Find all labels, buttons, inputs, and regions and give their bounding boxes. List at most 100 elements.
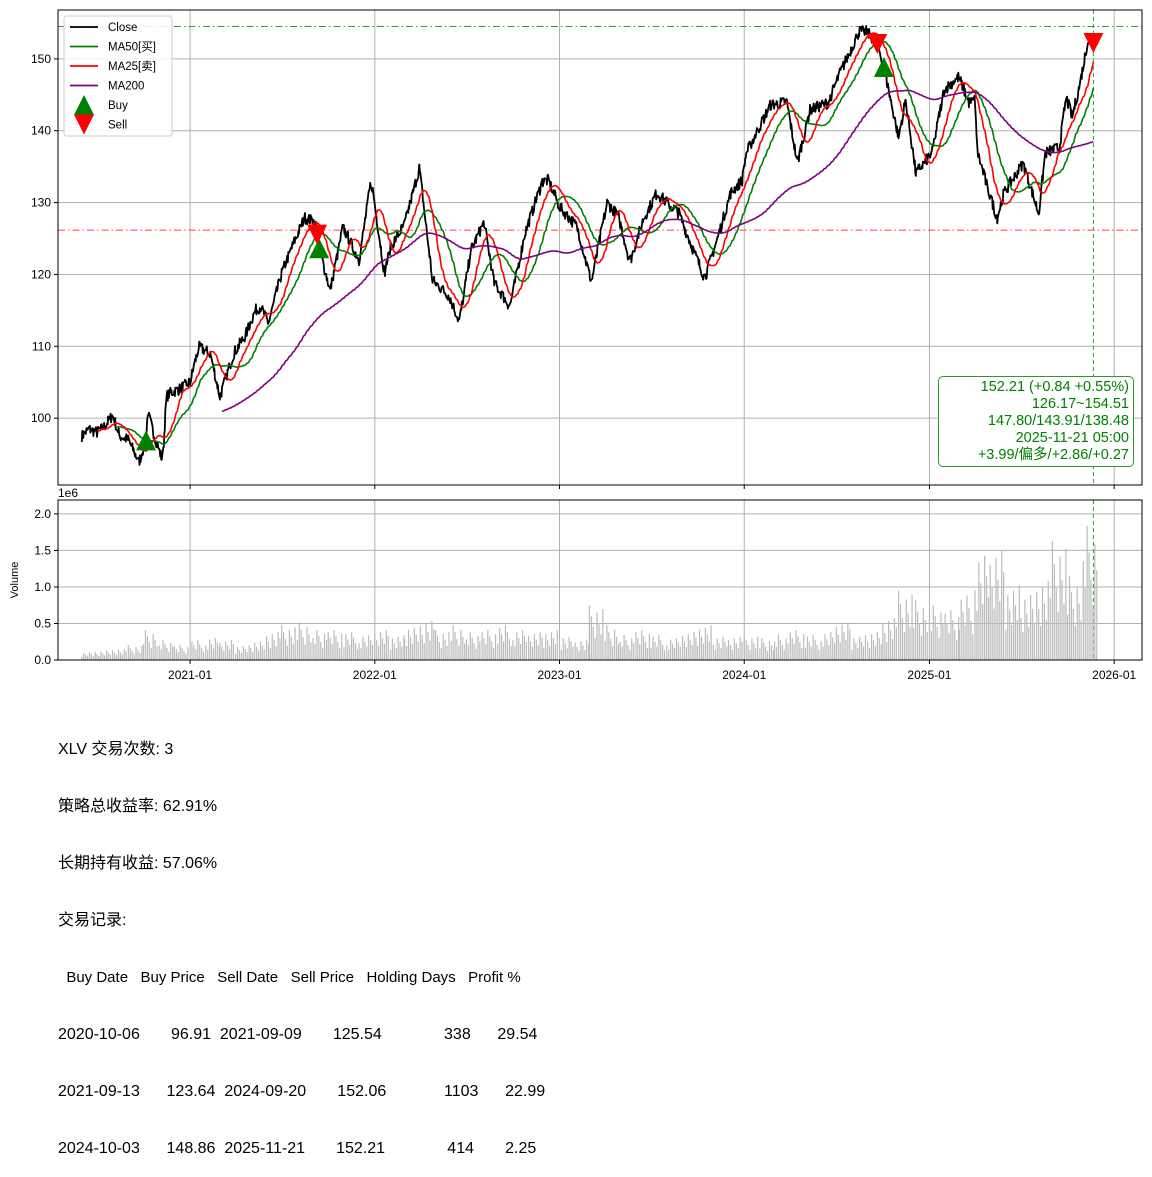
volume-bar: [972, 633, 974, 660]
legend-label: MA25[卖]: [108, 60, 156, 73]
volume-bar: [371, 645, 374, 660]
volume-bar: [818, 649, 820, 660]
volume-bar: [347, 639, 349, 660]
volume-bar: [726, 646, 728, 660]
volume-bar: [150, 647, 152, 660]
volume-bar: [438, 642, 440, 660]
volume-bar: [698, 629, 701, 660]
volume-bar: [246, 652, 248, 660]
volume-bar: [316, 630, 318, 660]
info-line-mas: 147.80/143.91/138.48: [987, 413, 1129, 429]
volume-bar: [767, 651, 769, 660]
volume-bar: [269, 647, 271, 660]
volume-bar: [751, 638, 753, 660]
price-ytick-label: 110: [32, 339, 51, 353]
volume-bar: [401, 646, 403, 660]
volume-bar: [580, 641, 582, 660]
volume-bar: [693, 632, 695, 660]
volume-bar: [1072, 609, 1074, 660]
volume-bar: [413, 627, 415, 660]
volume-bar: [96, 654, 98, 660]
volume-bar: [859, 636, 861, 660]
volume-bar: [450, 641, 452, 660]
volume-bar: [598, 623, 600, 660]
volume-bar: [199, 644, 201, 660]
volume-bar: [997, 579, 999, 660]
volume-ytick-label: 1.5: [34, 543, 51, 557]
volume-bar: [405, 645, 408, 660]
volume-bar: [777, 635, 780, 660]
volume-bar: [799, 642, 801, 660]
volume-bar: [273, 640, 275, 660]
volume-bar: [202, 651, 205, 660]
volume-bar: [773, 641, 776, 660]
volume-bar: [747, 645, 749, 660]
volume-bar: [886, 641, 888, 660]
volume-bar: [891, 638, 894, 660]
volume-bar: [911, 595, 913, 660]
volume-bar: [1016, 620, 1019, 660]
volume-bar: [928, 619, 931, 660]
volume-bar: [554, 644, 556, 660]
volume-bar: [621, 646, 623, 660]
volume-bar: [172, 646, 174, 660]
volume-bar: [397, 636, 399, 660]
volume-xtick-label: 2024-01: [722, 668, 766, 682]
volume-bar: [254, 642, 256, 660]
volume-bar: [903, 631, 905, 660]
volume-bar: [876, 632, 878, 660]
volume-bar: [869, 647, 871, 660]
volume-offset-text: 1e6: [58, 486, 78, 500]
table-header: Buy Date Buy Price Sell Date Sell Price …: [58, 969, 521, 986]
volume-bar: [586, 639, 588, 660]
volume-bar: [895, 627, 897, 660]
volume-bar: [187, 647, 189, 660]
volume-bar: [407, 629, 410, 660]
volume-bar: [362, 636, 364, 660]
volume-bar: [244, 649, 246, 660]
volume-bar: [641, 630, 643, 660]
volume-bar: [1055, 588, 1057, 660]
volume-bar: [880, 644, 882, 660]
volume-bar: [281, 625, 283, 660]
volume-bar: [352, 637, 355, 660]
volume-bar: [228, 649, 231, 660]
volume-bar: [1088, 552, 1090, 660]
volume-bar: [954, 630, 956, 660]
volume-bar: [283, 632, 285, 660]
volume-bar: [985, 576, 988, 660]
volume-bar: [884, 633, 886, 660]
legend-label: Close: [108, 22, 137, 34]
volume-bar: [456, 639, 458, 660]
volume-bar: [938, 637, 940, 660]
volume-bar: [1047, 581, 1049, 660]
volume-bar: [351, 632, 353, 660]
volume-bar: [166, 648, 168, 660]
volume-bar: [195, 649, 197, 660]
volume-bar: [801, 647, 803, 660]
volume-bar: [481, 632, 483, 660]
volume-bar: [654, 641, 656, 660]
volume-bar: [646, 647, 649, 660]
volume-bar: [385, 630, 387, 660]
volume-bar: [288, 629, 290, 660]
volume-bar: [1026, 613, 1028, 660]
volume-xtick-label: 2021-01: [168, 668, 212, 682]
volume-bar: [834, 643, 836, 660]
volume-bar: [791, 638, 793, 660]
volume-bar: [312, 638, 314, 660]
volume-bar: [689, 639, 691, 660]
volume-bar: [592, 627, 594, 660]
volume-bar: [1018, 585, 1020, 660]
volume-bar: [765, 646, 767, 660]
volume-bar: [327, 632, 329, 660]
volume-bar: [1028, 627, 1030, 660]
volume-bar: [255, 646, 258, 660]
volume-bar: [88, 652, 91, 660]
volume-bar: [306, 627, 308, 660]
volume-bar: [558, 645, 561, 660]
volume-bar: [570, 641, 572, 660]
volume-bar: [1005, 629, 1007, 660]
volume-bar: [219, 642, 221, 660]
volume-bar: [743, 635, 745, 660]
